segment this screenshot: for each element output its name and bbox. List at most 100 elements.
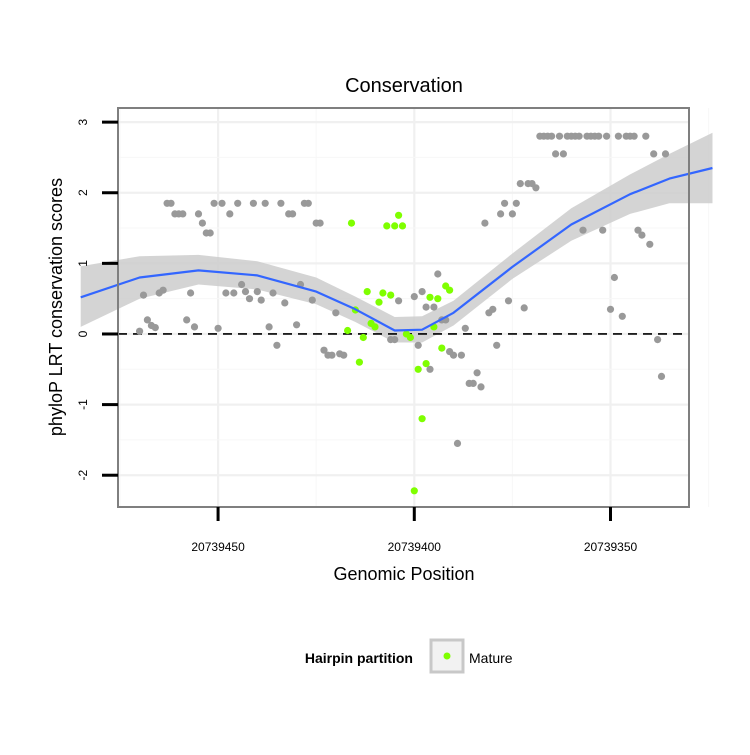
data-point-other-75 (430, 303, 438, 311)
data-point-other-128 (638, 231, 646, 239)
data-point-other-40 (238, 280, 246, 289)
data-point-mature-12 (391, 222, 399, 230)
data-point-other-123 (618, 312, 626, 320)
data-point-other-126 (630, 132, 638, 140)
data-point-other-22 (167, 199, 175, 207)
data-point-other-14 (136, 327, 144, 335)
data-point-mature-10 (383, 222, 391, 230)
data-point-other-82 (457, 351, 465, 359)
data-point-other-44 (253, 288, 261, 296)
data-point-other-25 (179, 210, 187, 218)
data-point-other-95 (508, 210, 516, 218)
data-point-mature-7 (371, 323, 379, 331)
data-point-other-32 (206, 229, 214, 237)
data-point-other-106 (552, 150, 560, 158)
y-tick-label-3: 1 (76, 260, 90, 267)
data-point-mature-16 (406, 333, 414, 342)
data-point-other-132 (654, 336, 662, 344)
data-point-other-118 (599, 226, 607, 234)
data-point-other-15 (139, 291, 148, 299)
data-point-other-26 (183, 316, 191, 324)
data-point-other-120 (606, 305, 615, 313)
y-tick-label-1: -1 (76, 399, 90, 410)
data-point-mature-4 (359, 333, 367, 342)
data-point-mature-19 (418, 415, 426, 423)
data-point-mature-26 (446, 286, 454, 294)
data-point-other-30 (198, 219, 206, 227)
data-point-other-38 (230, 289, 238, 297)
data-point-other-47 (265, 323, 273, 331)
data-point-other-20 (159, 286, 167, 294)
legend-title: Hairpin partition (305, 650, 413, 666)
data-point-other-94 (504, 297, 513, 305)
data-point-other-69 (395, 297, 403, 305)
data-point-other-51 (281, 299, 289, 307)
data-point-other-64 (332, 309, 340, 317)
data-point-other-87 (477, 383, 485, 391)
data-point-other-48 (269, 289, 277, 297)
data-point-mature-18 (414, 365, 422, 373)
y-tick-label-5: 3 (76, 118, 90, 125)
data-point-other-57 (304, 199, 312, 207)
data-point-other-37 (226, 210, 234, 218)
data-point-mature-0 (344, 326, 352, 335)
data-point-other-60 (316, 219, 324, 227)
data-point-other-76 (434, 270, 442, 278)
data-point-mature-5 (363, 288, 371, 296)
data-point-other-80 (449, 351, 458, 359)
data-point-other-71 (414, 341, 422, 349)
data-point-other-16 (143, 316, 151, 324)
data-point-other-90 (489, 305, 497, 313)
y-axis-label: phyloP LRT conservation scores (46, 178, 66, 436)
data-point-other-34 (214, 324, 222, 332)
data-point-other-33 (210, 199, 218, 207)
data-point-other-101 (532, 184, 540, 192)
data-point-other-129 (642, 132, 650, 140)
data-point-other-18 (151, 324, 159, 332)
data-point-other-58 (308, 296, 316, 304)
data-point-other-91 (493, 341, 501, 349)
data-point-other-49 (273, 341, 281, 349)
points-layer (136, 132, 670, 495)
data-point-other-73 (422, 303, 430, 311)
data-point-mature-24 (438, 344, 446, 352)
data-point-other-46 (261, 199, 269, 207)
smooth-line-layer (80, 166, 713, 332)
data-point-other-127 (634, 226, 642, 234)
data-point-other-85 (469, 379, 477, 387)
data-point-other-74 (426, 365, 434, 373)
data-point-other-130 (646, 240, 654, 248)
data-point-other-70 (410, 293, 418, 301)
x-tick-label-2: 20739350 (584, 540, 638, 554)
data-point-other-35 (218, 199, 226, 207)
data-point-other-97 (516, 180, 524, 188)
smooth-trend-line (80, 166, 713, 332)
data-point-mature-20 (422, 360, 430, 368)
data-point-other-92 (497, 210, 505, 218)
data-point-other-81 (453, 439, 462, 447)
data-point-other-61 (320, 346, 328, 354)
plot-border (117, 107, 690, 508)
data-point-other-133 (657, 372, 666, 380)
chart-title: Conservation (345, 75, 463, 97)
data-point-other-134 (661, 150, 670, 158)
data-point-other-63 (328, 351, 336, 359)
data-point-other-54 (293, 321, 301, 329)
legend-label-mature: Mature (469, 650, 513, 666)
data-point-other-42 (245, 295, 254, 303)
data-point-other-121 (610, 273, 619, 282)
y-tick-label-2: 0 (76, 330, 90, 337)
plot-background (118, 108, 689, 507)
x-axis: 20739450 20739400 20739350 (191, 507, 638, 554)
y-tick-label-0: -2 (76, 470, 90, 481)
data-point-mature-13 (395, 211, 403, 219)
y-axis: -2 -1 0 1 2 3 (76, 118, 118, 481)
data-point-other-43 (249, 199, 257, 207)
data-point-other-72 (418, 288, 426, 296)
data-point-other-66 (340, 351, 348, 359)
data-point-other-88 (481, 219, 489, 227)
plot-area (80, 107, 713, 508)
x-axis-label: Genomic Position (333, 564, 474, 584)
